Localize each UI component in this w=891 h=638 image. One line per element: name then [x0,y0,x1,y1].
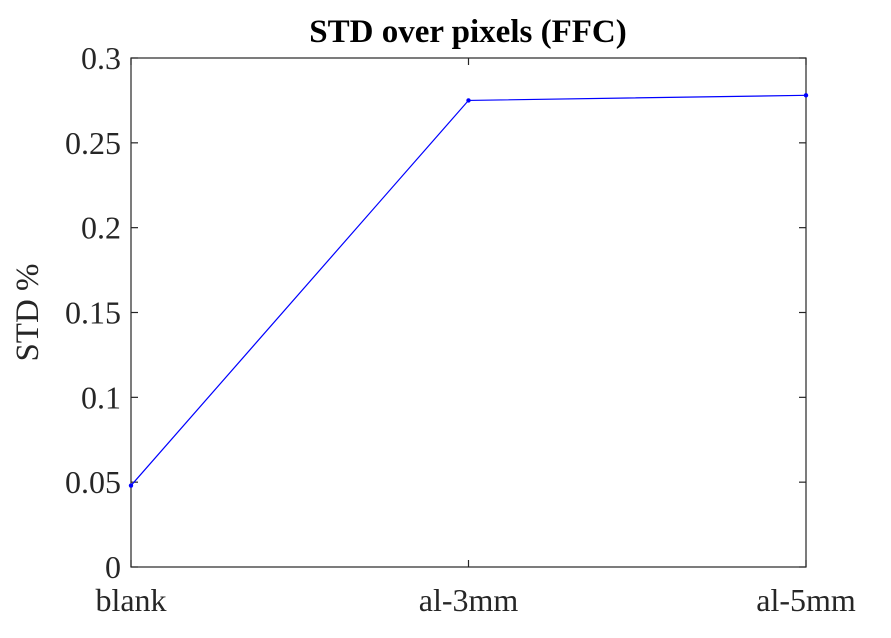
chart-title: STD over pixels (FFC) [309,14,626,50]
data-point [466,98,471,103]
x-tick-label: al-3mm [419,582,519,618]
y-axis-label: STD % [10,263,46,361]
data-point [128,483,134,488]
y-tick-label: 0.3 [81,40,121,76]
y-tick-label: 0.15 [65,295,121,331]
y-axis-ticks: 0 0.05 0.1 0.15 0.2 0.25 0.3 [65,40,806,585]
data-point [803,93,809,98]
y-tick-label: 0.2 [81,210,121,246]
y-tick-label: 0.05 [65,464,121,500]
y-tick-label: 0 [105,549,121,585]
x-tick-label: blank [95,582,166,618]
series-line [130,94,807,486]
series-layer [128,93,809,488]
y-tick-label: 0.1 [81,379,121,415]
plot-area-frame [130,57,807,568]
y-tick-label: 0.25 [65,125,121,161]
x-axis-ticks: blank al-3mm al-5mm [95,58,856,618]
x-tick-label: al-5mm [756,582,856,618]
